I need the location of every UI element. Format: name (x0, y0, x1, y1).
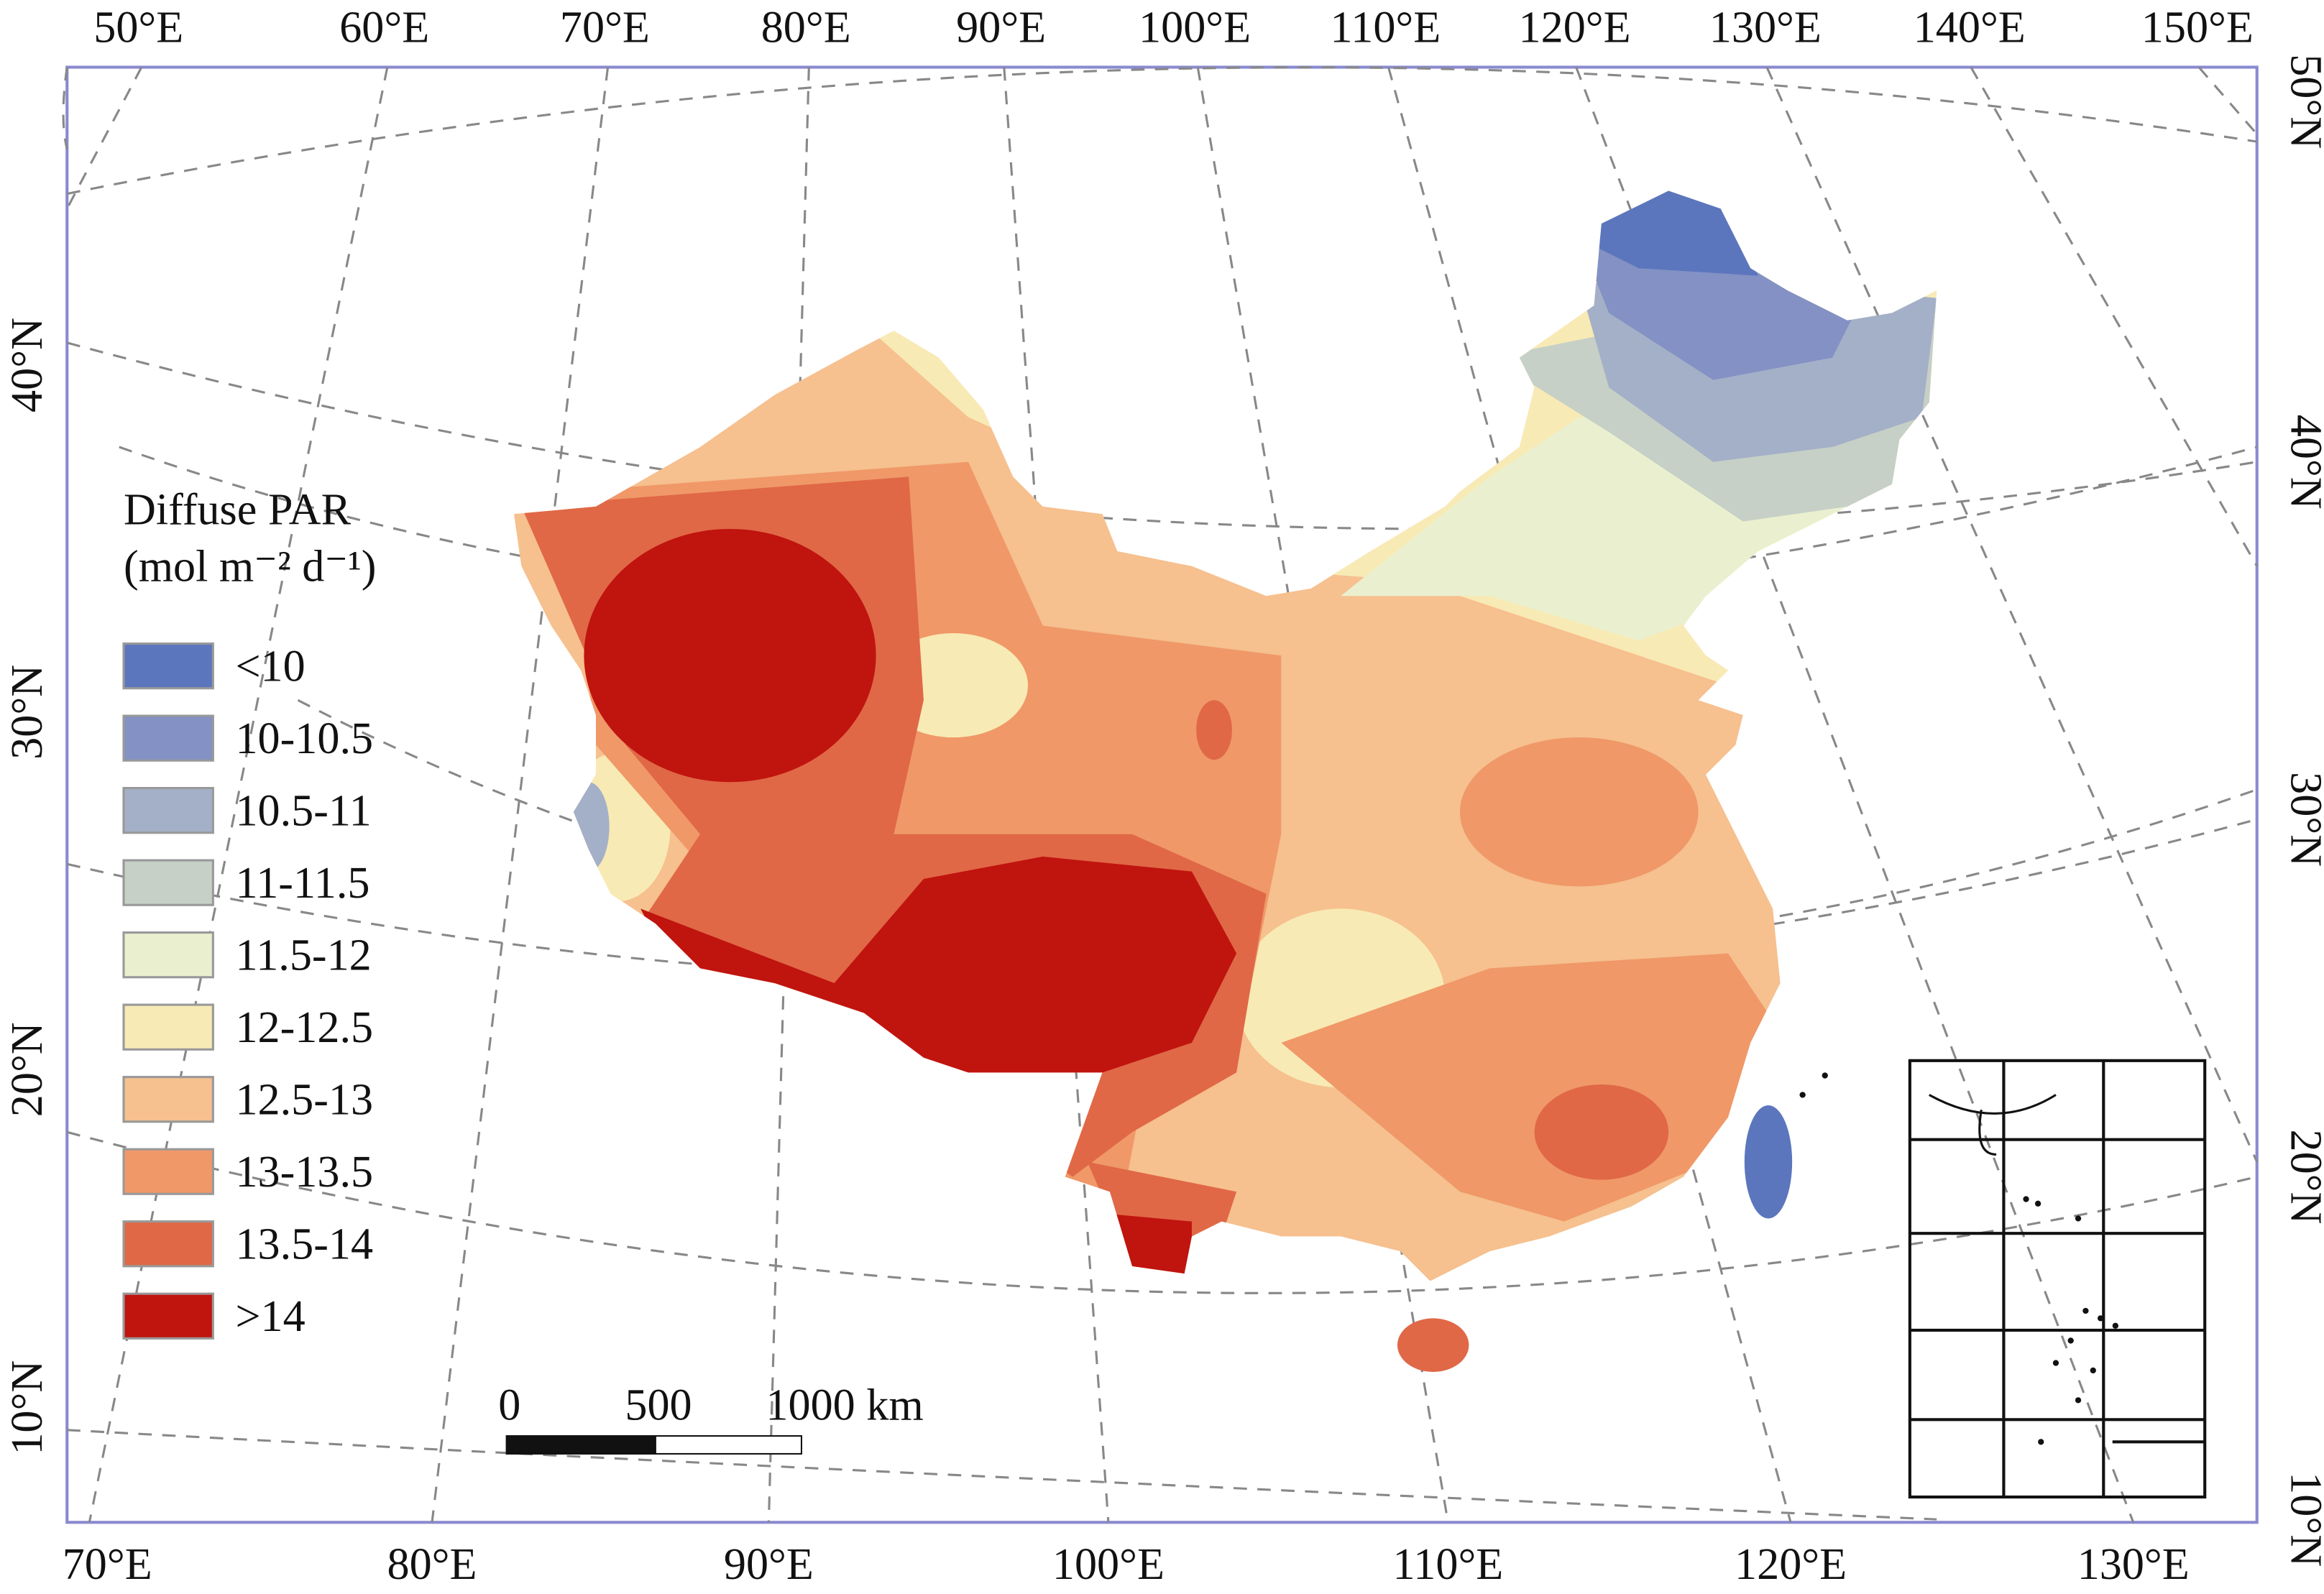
top-lon-label: 140°E (1914, 3, 2026, 52)
scale-bar (505, 1435, 803, 1455)
legend-label: >14 (235, 1292, 305, 1341)
bottom-lon-label: 130°E (2077, 1540, 2190, 1589)
legend-label: 10.5-11 (235, 786, 371, 835)
bottom-lon-label: 110°E (1393, 1540, 1504, 1589)
left-lat-label: 10°N (3, 1360, 52, 1455)
legend-swatch (122, 1148, 214, 1195)
top-lon-label: 50°E (93, 3, 183, 52)
legend-label: 12.5-13 (235, 1075, 373, 1124)
legend-label: 13.5-14 (235, 1220, 373, 1268)
top-lon-label: 120°E (1519, 3, 1631, 52)
legend-label: 11.5-12 (235, 931, 371, 980)
legend-title: Diffuse PAR (124, 486, 352, 535)
scale-label: 1000 km (766, 1381, 923, 1429)
top-lon-label: 90°E (956, 3, 1046, 52)
bottom-lon-label: 90°E (724, 1540, 814, 1589)
top-lon-label: 150°E (2141, 3, 2254, 52)
top-lon-label: 80°E (761, 3, 851, 52)
left-lat-label: 40°N (3, 318, 52, 413)
legend-swatch (122, 642, 214, 690)
legend-unit: (mol m⁻² d⁻¹) (124, 542, 376, 591)
top-lon-label: 100°E (1139, 3, 1251, 52)
bottom-lon-label: 80°E (387, 1540, 477, 1589)
legend-label: 13-13.5 (235, 1148, 373, 1197)
left-lat-label: 30°N (3, 665, 52, 760)
right-lat-label: 20°N (2281, 1130, 2324, 1225)
top-lon-label: 130°E (1709, 3, 1822, 52)
legend-swatch (122, 1220, 214, 1268)
hainan (1397, 1318, 1469, 1372)
scale-label: 0 (498, 1381, 520, 1429)
right-lat-label: 10°N (2281, 1472, 2324, 1567)
bottom-lon-label: 120°E (1735, 1540, 1847, 1589)
inset-map (1799, 1059, 2207, 1499)
legend-label: 10-10.5 (235, 714, 373, 763)
legend-swatch (122, 787, 214, 834)
top-lon-label: 70°E (560, 3, 650, 52)
top-lon-label: 110°E (1330, 3, 1441, 52)
frame (65, 65, 2259, 1524)
bottom-lon-label: 70°E (63, 1540, 152, 1589)
right-lat-label: 40°N (2281, 415, 2324, 510)
legend-label: <10 (235, 642, 305, 691)
legend-swatch (122, 1292, 214, 1340)
legend-swatch (122, 859, 214, 906)
right-lat-label: 30°N (2281, 772, 2324, 867)
legend-swatch (122, 931, 214, 979)
legend-swatch (122, 1003, 214, 1051)
legend-label: 12-12.5 (235, 1003, 373, 1052)
taiwan (1744, 1105, 1793, 1219)
right-lat-label: 50°N (2281, 54, 2324, 149)
legend-swatch (122, 1076, 214, 1123)
legend-label: 11-11.5 (235, 859, 369, 908)
legend-swatch (122, 714, 214, 762)
left-lat-label: 20°N (3, 1022, 52, 1117)
top-lon-label: 60°E (339, 3, 429, 52)
scale-label: 500 (625, 1381, 692, 1429)
bottom-lon-label: 100°E (1052, 1540, 1165, 1589)
